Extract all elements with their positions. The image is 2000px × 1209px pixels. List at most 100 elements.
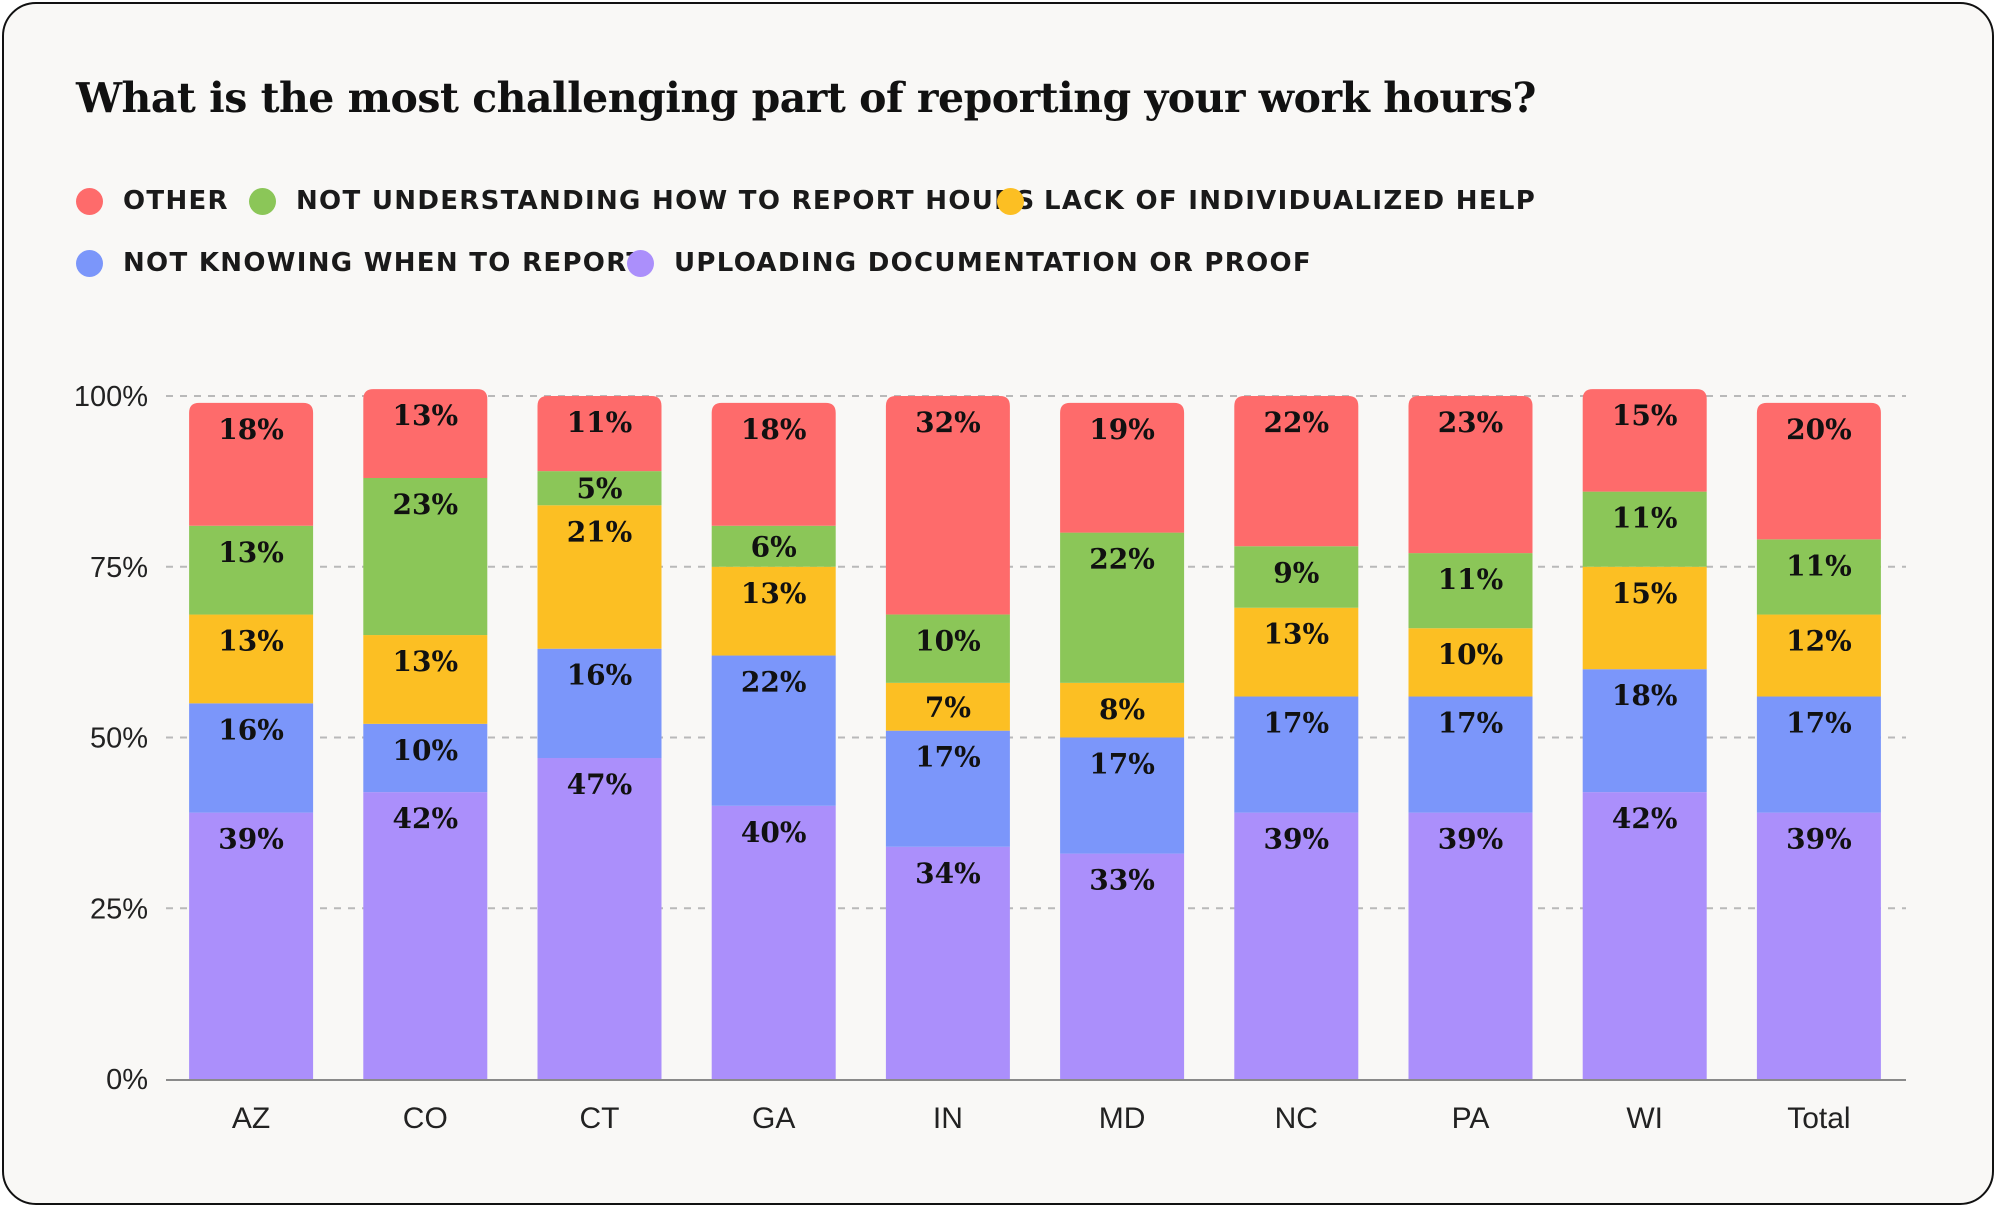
bar-segment [1408, 628, 1533, 697]
data-label: 10% [915, 625, 981, 658]
bar-segment [1060, 532, 1185, 683]
bar-segment [1234, 546, 1359, 608]
data-label: 18% [218, 413, 284, 446]
data-label: 39% [218, 823, 284, 856]
x-tick-label: GA [752, 1102, 795, 1135]
x-tick-label: NC [1275, 1102, 1318, 1135]
y-tick-label: 50% [90, 723, 148, 755]
bar-segment [1408, 553, 1533, 629]
x-tick-label: CO [403, 1102, 448, 1135]
data-label: 23% [1438, 406, 1504, 439]
data-label: 47% [567, 768, 633, 801]
bar-segment [1756, 614, 1881, 697]
bar-segment [189, 402, 314, 526]
legend-swatch-uploading-documentation [627, 249, 654, 277]
data-label: 42% [393, 802, 459, 835]
data-label: 40% [741, 816, 807, 849]
x-tick-label: AZ [232, 1102, 270, 1135]
legend-item-lack-of-help: LACK OF INDIVIDUALIZED HELP [997, 186, 1536, 216]
data-label: 22% [741, 666, 807, 699]
bar-segment [1234, 607, 1359, 697]
bar-segment [885, 396, 1010, 615]
bar-segment [1408, 396, 1533, 554]
y-tick-label: 100% [74, 381, 148, 413]
bar-segment [1408, 812, 1533, 1079]
legend-swatch-other [76, 187, 103, 215]
data-label: 7% [925, 691, 971, 724]
bar-segment [537, 757, 662, 1079]
data-label: 32% [915, 406, 981, 439]
bar-segment [1582, 389, 1707, 492]
data-label: 34% [915, 857, 981, 890]
data-label: 22% [1089, 543, 1155, 576]
data-label: 13% [218, 536, 284, 569]
x-tick-label: MD [1099, 1102, 1146, 1135]
bar-segment [711, 655, 836, 806]
data-label: 16% [567, 659, 633, 692]
x-tick-label: CT [580, 1102, 620, 1135]
bar-segment [885, 614, 1010, 683]
data-label: 15% [1612, 399, 1678, 432]
bar-segment [363, 792, 488, 1079]
data-label: 10% [393, 734, 459, 767]
bar-segment [1582, 491, 1707, 567]
bar-segment [1060, 682, 1185, 738]
data-label: 13% [393, 399, 459, 432]
data-label: 12% [1786, 625, 1852, 658]
data-label: 33% [1089, 864, 1155, 897]
data-label: 42% [1612, 802, 1678, 835]
data-label: 22% [1264, 406, 1330, 439]
bar-segment [1756, 402, 1881, 540]
y-tick-label: 75% [90, 552, 148, 584]
legend-label-lack-of-help: LACK OF INDIVIDUALIZED HELP [1044, 186, 1537, 216]
stacked-bar-chart: 0% 25% 50% 75% 100% 39% 16% 13% 13% 18% AZ 42% 10% 13… [74, 381, 1906, 1135]
bar-segment [1060, 737, 1185, 854]
data-label: 11% [567, 406, 633, 439]
data-label: 39% [1438, 823, 1504, 856]
data-label: 21% [567, 515, 633, 548]
data-label: 18% [1612, 679, 1678, 712]
bar-segment [189, 703, 314, 813]
bar-segment [189, 812, 314, 1079]
data-label: 11% [1786, 549, 1852, 582]
data-label: 13% [741, 577, 807, 610]
data-label: 39% [1264, 823, 1330, 856]
y-tick-label: 25% [90, 893, 148, 925]
legend-swatch-lack-of-help [997, 187, 1024, 215]
data-label: 20% [1786, 413, 1852, 446]
legend-swatch-not-understanding [249, 187, 276, 215]
legend-item-other: OTHER [76, 186, 229, 216]
bar-segment [363, 723, 488, 793]
bar-segment [537, 471, 662, 506]
y-tick-label: 0% [106, 1064, 148, 1096]
bar-segment [1582, 566, 1707, 670]
data-label: 13% [1264, 618, 1330, 651]
bar-segment [711, 525, 836, 567]
bar-segment [1060, 853, 1185, 1079]
legend-item-not-understanding: NOT UNDERSTANDING HOW TO REPORT HOURS [249, 186, 1036, 216]
bar-segment [537, 505, 662, 649]
bar-segment [1582, 669, 1707, 793]
data-label: 17% [1438, 707, 1504, 740]
chart-title: What is the most challenging part of rep… [76, 74, 1536, 122]
data-label: 11% [1438, 563, 1504, 596]
bar-segment [189, 525, 314, 615]
legend-label-not-knowing-when: NOT KNOWING WHEN TO REPORT [123, 248, 646, 278]
data-label: 18% [741, 413, 807, 446]
legend-label-not-understanding: NOT UNDERSTANDING HOW TO REPORT HOURS [296, 186, 1036, 216]
data-label: 19% [1089, 413, 1155, 446]
bar-segment [885, 682, 1010, 731]
bar-segment [1234, 696, 1359, 813]
x-tick-label: PA [1452, 1102, 1490, 1135]
x-tick-label: Total [1787, 1102, 1850, 1135]
bar-segment [1756, 539, 1881, 615]
data-label: 5% [576, 472, 622, 505]
bar-segment [711, 566, 836, 656]
bar-segment [1408, 696, 1533, 813]
data-label: 9% [1273, 556, 1319, 589]
data-label: 11% [1612, 502, 1678, 535]
data-label: 6% [751, 530, 797, 563]
bar-segment [1756, 812, 1881, 1079]
legend-label-other: OTHER [123, 186, 229, 216]
legend-item-not-knowing-when: NOT KNOWING WHEN TO REPORT [76, 248, 645, 278]
